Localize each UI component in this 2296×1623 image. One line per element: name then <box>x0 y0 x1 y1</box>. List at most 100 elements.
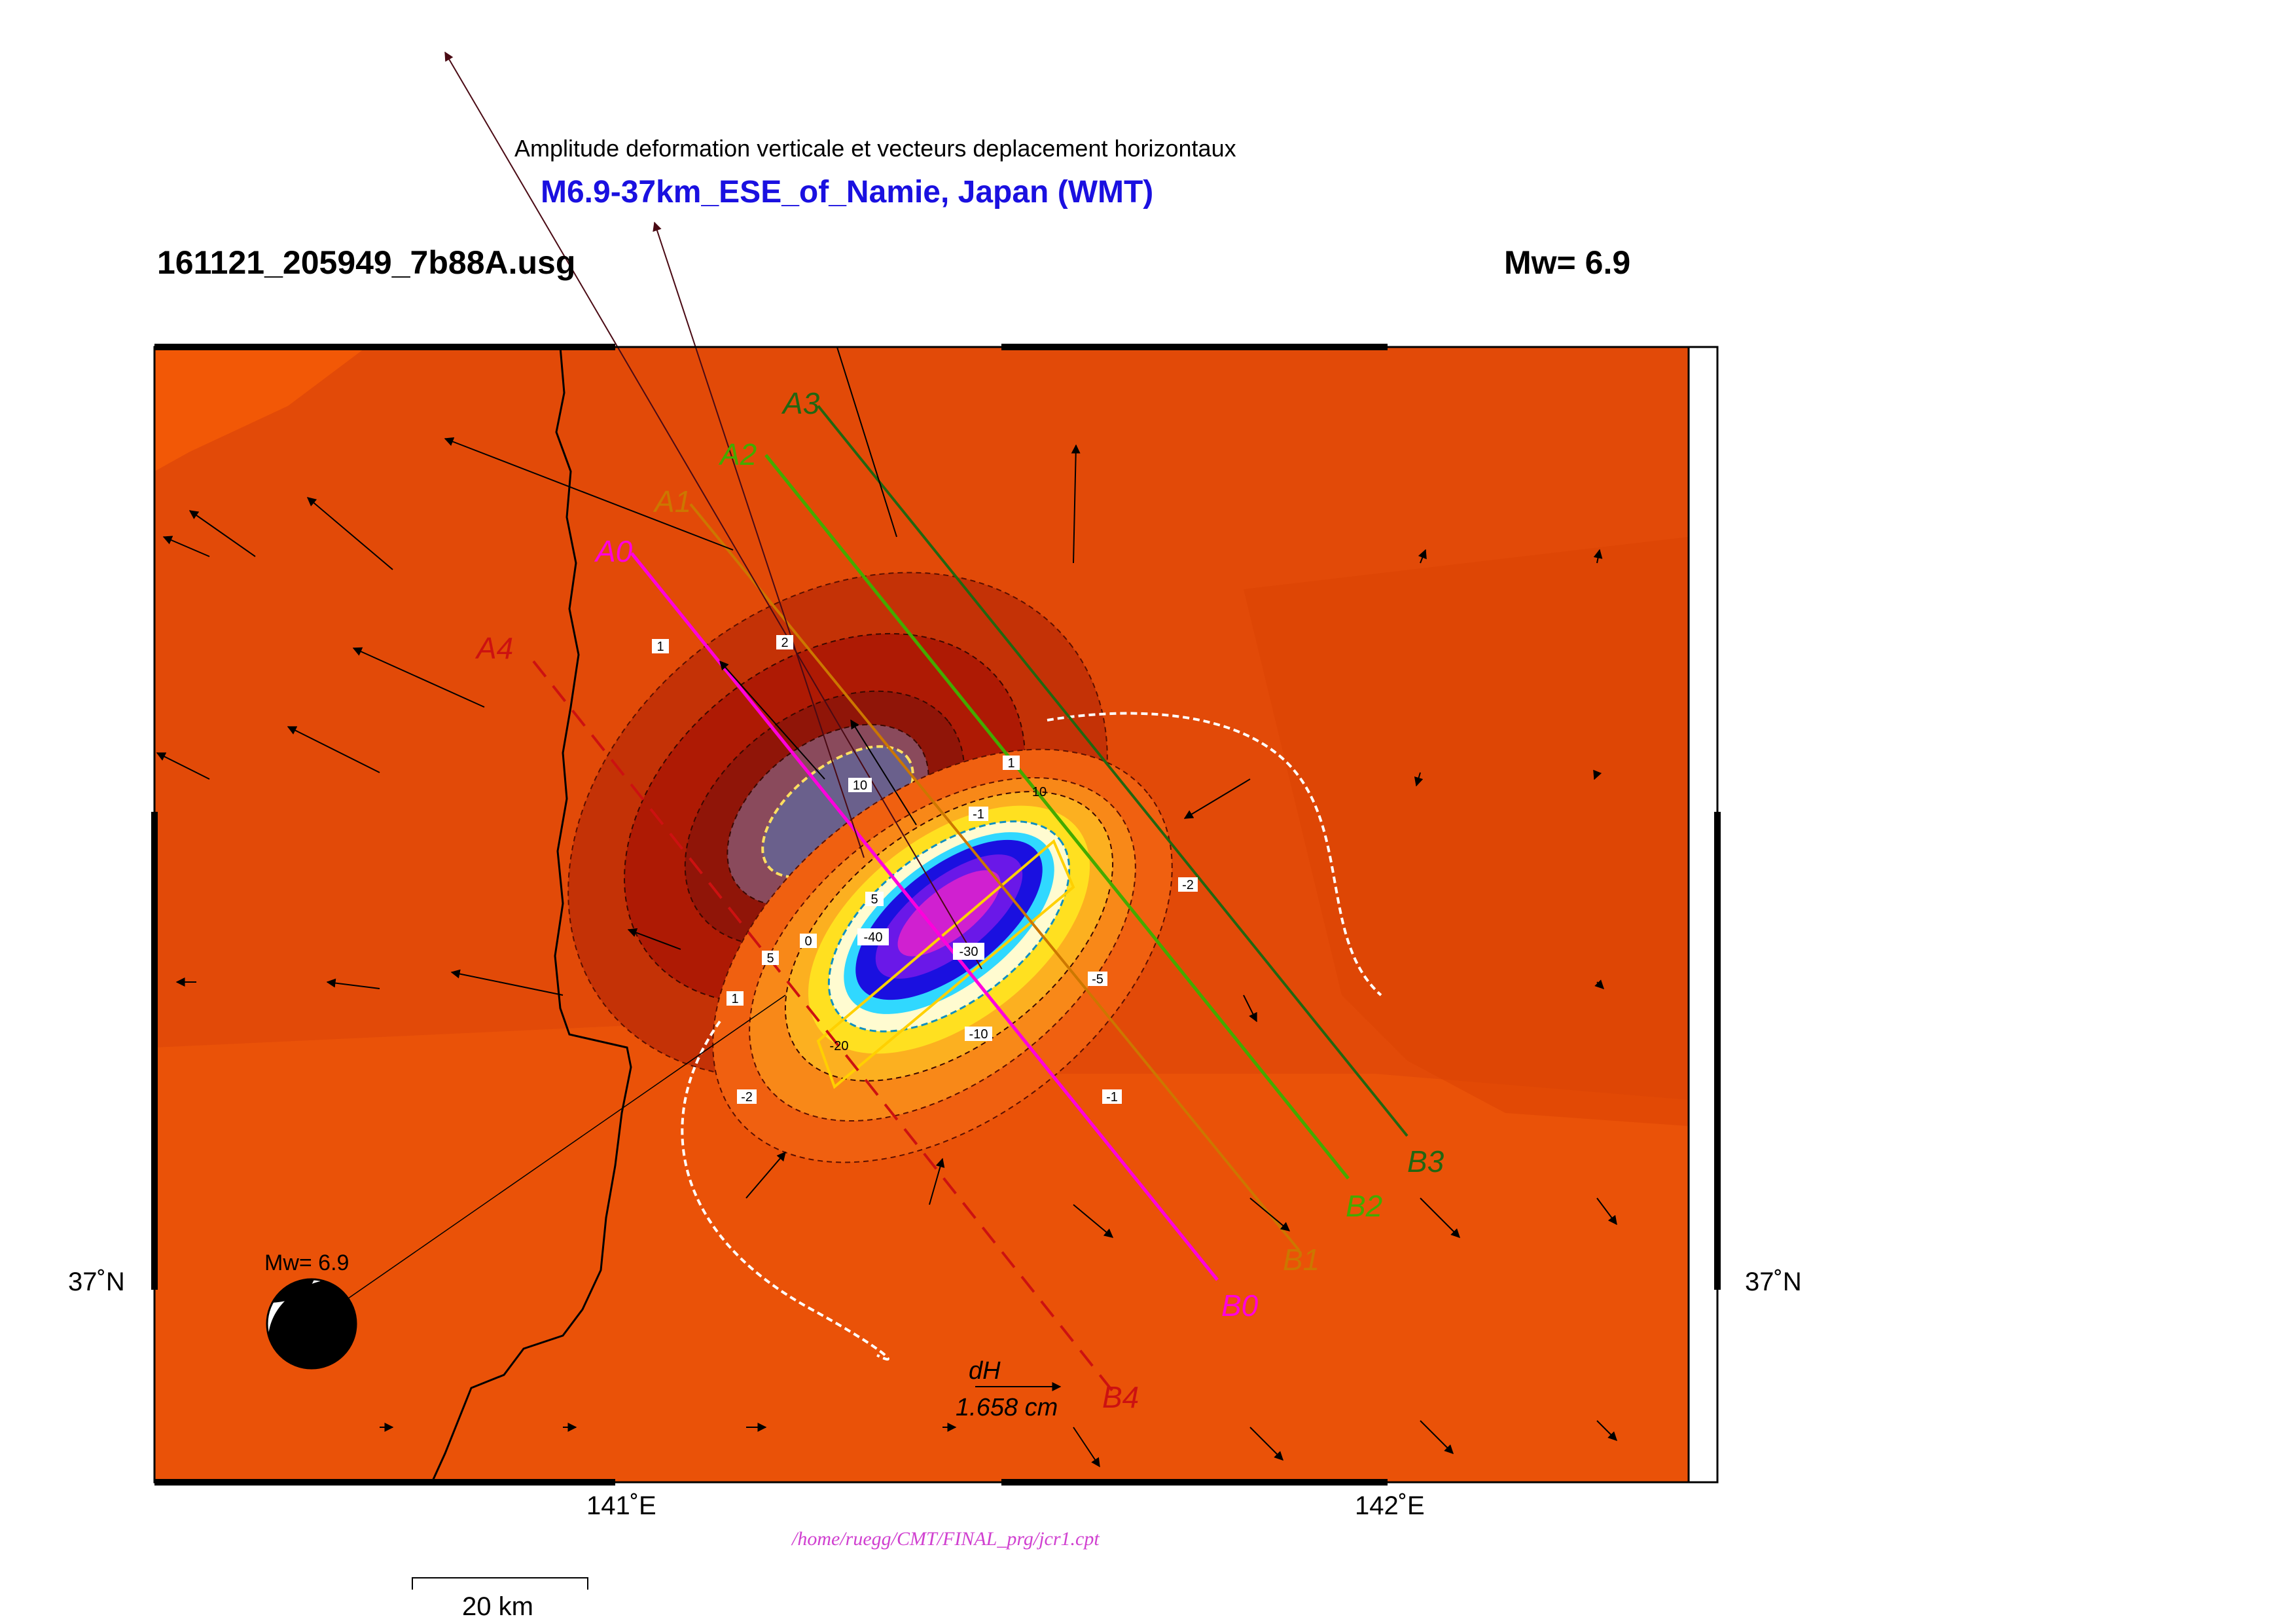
contour-label: -2 <box>741 1090 753 1104</box>
focal-mechanism-label: Mw= 6.9 <box>264 1250 349 1275</box>
lat-tick-left: 37˚N <box>68 1267 125 1296</box>
vector <box>1420 1420 1454 1454</box>
contour-label-box <box>848 778 872 792</box>
profile-A0-B0-line <box>630 552 1219 1281</box>
profile-label-A1: A1 <box>653 484 691 519</box>
coastline <box>431 347 632 1482</box>
frame-ticks <box>151 344 1721 1486</box>
contour-label: -40 <box>864 930 883 945</box>
vector <box>287 726 380 773</box>
profile-label-B3: B3 <box>1407 1144 1444 1178</box>
contour-label-box <box>953 943 984 960</box>
vector <box>850 719 917 826</box>
magnitude-label: Mw= 6.9 <box>1504 244 1631 281</box>
contour-label: -10 <box>969 1027 988 1042</box>
vector <box>1414 772 1424 787</box>
profile-label-B0: B0 <box>1221 1288 1259 1322</box>
contour-label: 1 <box>656 640 664 654</box>
contour-label: 10 <box>1032 785 1047 799</box>
profile-label-B2: B2 <box>1346 1189 1382 1223</box>
contour-label-box <box>726 991 744 1006</box>
vector <box>1596 1420 1617 1441</box>
contour-label: 5 <box>870 892 878 907</box>
lat-tick-right: 37˚N <box>1745 1267 1802 1296</box>
vector <box>1243 994 1257 1023</box>
vector <box>719 660 825 780</box>
vector <box>1420 1197 1460 1238</box>
vector <box>444 437 734 551</box>
vector <box>836 347 897 538</box>
profile-A1-B1-line <box>689 503 1300 1252</box>
vector <box>162 536 210 557</box>
vector <box>653 221 865 858</box>
contour-label: -30 <box>960 945 978 959</box>
vector <box>1594 979 1604 989</box>
contour-label: 2 <box>781 636 788 650</box>
file-label: 161121_205949_7b88A.usg <box>157 244 576 281</box>
lon-tick-142: 142˚E <box>1355 1491 1425 1520</box>
vector <box>1073 1427 1100 1468</box>
field-tone-east <box>1244 537 1689 1126</box>
vector-legend-value: 1.658 cm <box>956 1394 1058 1421</box>
vector <box>1071 444 1081 564</box>
vector <box>745 1151 786 1199</box>
contour-label-box <box>800 934 817 948</box>
vector <box>1183 778 1251 819</box>
contour-label-box <box>1003 756 1020 770</box>
profile-A2-B2-line <box>764 454 1350 1180</box>
contour-label: 10 <box>853 778 867 793</box>
contour-label-box <box>857 928 889 945</box>
displacement-vectors <box>156 347 1617 1468</box>
vector <box>1593 549 1603 564</box>
contour-label-box <box>969 807 988 821</box>
contour-label-box <box>965 1027 992 1041</box>
vector <box>1596 1197 1617 1226</box>
vector <box>444 51 982 970</box>
contour-label: -2 <box>1182 878 1194 892</box>
vector <box>929 1158 945 1205</box>
profile-label-B4: B4 <box>1102 1380 1139 1414</box>
map-subtitle: Amplitude deformation verticale et vecte… <box>514 135 1236 162</box>
vector <box>627 928 681 950</box>
focal-mechanism-compressional <box>268 1279 356 1368</box>
vector <box>1593 769 1602 780</box>
contour-label-box <box>776 635 793 649</box>
contour-label: -1 <box>973 807 984 822</box>
profile-label-B1: B1 <box>1283 1243 1319 1277</box>
fault-plane <box>816 839 1075 1089</box>
field-tone-west <box>154 347 367 471</box>
profile-A3-B3-line <box>817 405 1408 1137</box>
zero-contour <box>681 712 1382 1361</box>
vector <box>326 978 380 989</box>
profile-label-A3: A3 <box>781 386 820 420</box>
vector <box>1249 1197 1291 1231</box>
map-title: M6.9-37km_ESE_of_Namie, Japan (WMT) <box>541 175 1154 210</box>
contour-label: 1 <box>731 992 738 1006</box>
contour-label: 5 <box>766 951 774 966</box>
contour-label: 1 <box>1007 756 1014 771</box>
contour-label-box <box>737 1089 757 1104</box>
vector-legend-label: dH <box>969 1357 1001 1385</box>
vector <box>1073 1204 1114 1238</box>
vector <box>352 647 485 708</box>
vector <box>1249 1427 1283 1461</box>
field-tone-south <box>154 1021 1689 1482</box>
mechanism-leader-line <box>311 994 786 1324</box>
vector <box>156 752 210 780</box>
vector <box>450 969 564 996</box>
cpt-path: /home/ruegg/CMT/FINAL_prg/jcr1.cpt <box>792 1528 1100 1550</box>
contour-label-box <box>1102 1089 1122 1104</box>
scale-bar <box>412 1577 588 1590</box>
contour-label-box <box>1088 972 1107 986</box>
contour-label-box <box>1178 877 1198 892</box>
lon-tick-141: 141˚E <box>586 1491 656 1520</box>
long-vectors <box>444 51 982 970</box>
map-frame-right-strip <box>1687 346 1719 1484</box>
contour-label: -5 <box>1092 972 1103 987</box>
vector <box>306 497 393 570</box>
contour-label-box <box>652 639 669 653</box>
contour-label: 0 <box>804 934 812 949</box>
contour-label-box <box>865 892 884 906</box>
profile-label-A2: A2 <box>718 437 757 471</box>
